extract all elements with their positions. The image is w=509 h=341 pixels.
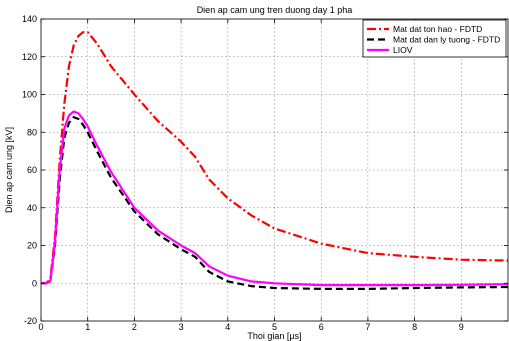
legend-label-1: Mat dat ton hao - FDTD — [393, 24, 482, 34]
y-tick-label: 20 — [27, 241, 37, 251]
y-tick-label: -20 — [24, 316, 37, 326]
x-axis-ticks: 0 1 2 3 4 5 6 7 8 9 — [38, 19, 464, 332]
chart-title: Dien ap cam ung tren duong day 1 pha — [197, 5, 353, 15]
y-tick-label: 100 — [22, 90, 37, 100]
x-tick-label: 8 — [412, 322, 417, 332]
legend-label-2: Mat dat dan ly tuong - FDTD — [393, 35, 500, 45]
x-tick-label: 3 — [179, 322, 184, 332]
y-tick-label: 80 — [27, 127, 37, 137]
x-tick-label: 0 — [38, 322, 43, 332]
legend-label-3: LIOV — [393, 45, 413, 55]
y-tick-label: 0 — [32, 278, 37, 288]
y-tick-label: 140 — [22, 14, 37, 24]
series-line-3 — [41, 110, 509, 287]
x-tick-label: 5 — [272, 322, 277, 332]
series-line-1 — [41, 31, 509, 285]
y-tick-label: 40 — [27, 203, 37, 213]
x-tick-label: 7 — [365, 322, 370, 332]
x-tick-label: 2 — [132, 322, 137, 332]
y-axis-ticks: -20 0 20 40 60 80 100 120 140 — [22, 14, 508, 326]
x-axis-label: Thoi gian [µs] — [247, 331, 301, 341]
series-lines — [41, 31, 509, 290]
y-tick-label: 60 — [27, 165, 37, 175]
series-line-2 — [41, 116, 509, 290]
x-tick-label: 4 — [225, 322, 230, 332]
y-tick-label: 120 — [22, 52, 37, 62]
y-axis-label: Dien ap cam ung [kV] — [4, 127, 14, 213]
x-tick-label: 1 — [85, 322, 90, 332]
x-tick-label: 6 — [319, 322, 324, 332]
x-tick-label: 9 — [459, 322, 464, 332]
